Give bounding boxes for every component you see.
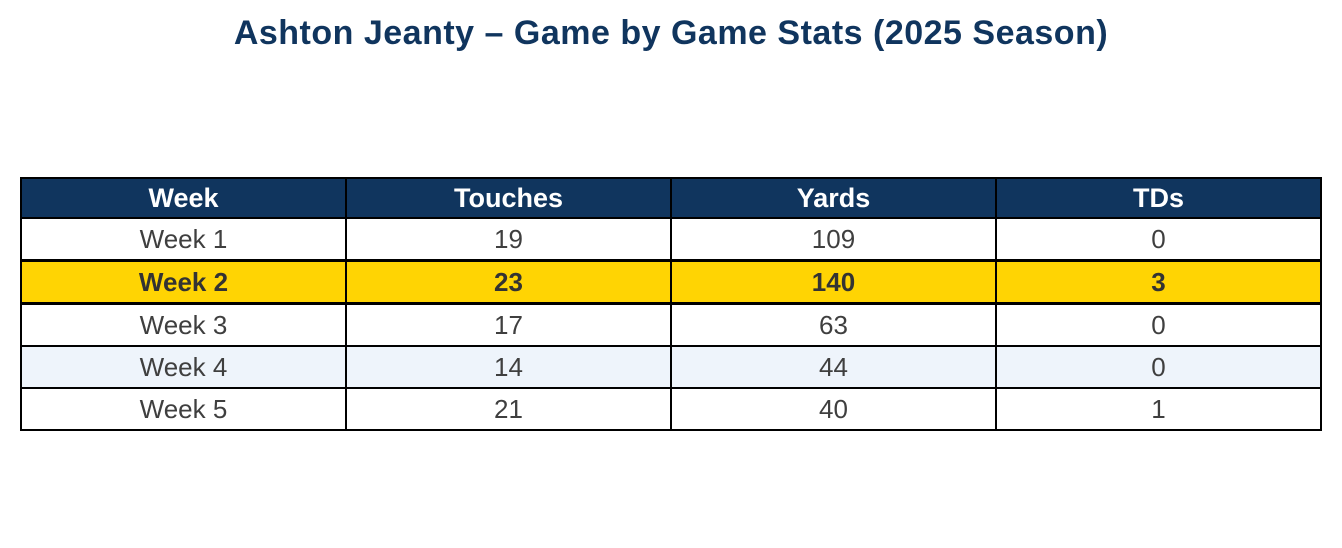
column-header-week: Week xyxy=(20,177,347,219)
cell-yards: 40 xyxy=(670,387,997,431)
table-row: Week 3 17 63 0 xyxy=(20,302,1322,347)
table-row-highlighted: Week 2 23 140 3 xyxy=(20,259,1322,305)
cell-touches: 21 xyxy=(345,387,672,431)
cell-tds: 0 xyxy=(995,345,1322,389)
cell-touches: 17 xyxy=(345,302,672,347)
column-header-touches: Touches xyxy=(345,177,672,219)
cell-week: Week 1 xyxy=(20,217,347,262)
cell-touches: 14 xyxy=(345,345,672,389)
cell-touches: 19 xyxy=(345,217,672,262)
cell-week: Week 2 xyxy=(20,259,347,305)
column-header-tds: TDs xyxy=(995,177,1322,219)
cell-tds: 3 xyxy=(995,259,1322,305)
cell-tds: 0 xyxy=(995,302,1322,347)
cell-yards: 109 xyxy=(670,217,997,262)
column-header-yards: Yards xyxy=(670,177,997,219)
cell-yards: 140 xyxy=(670,259,997,305)
table-row-alt: Week 4 14 44 0 xyxy=(20,345,1322,389)
page-title: Ashton Jeanty – Game by Game Stats (2025… xyxy=(233,14,1109,52)
table-row: Week 1 19 109 0 xyxy=(20,217,1322,262)
cell-touches: 23 xyxy=(345,259,672,305)
table-header-row: Week Touches Yards TDs xyxy=(20,177,1322,219)
table-row: Week 5 21 40 1 xyxy=(20,387,1322,431)
cell-week: Week 3 xyxy=(20,302,347,347)
stats-table: Week Touches Yards TDs Week 1 19 109 0 W… xyxy=(20,177,1322,431)
cell-week: Week 4 xyxy=(20,345,347,389)
cell-week: Week 5 xyxy=(20,387,347,431)
cell-yards: 63 xyxy=(670,302,997,347)
cell-tds: 0 xyxy=(995,217,1322,262)
cell-tds: 1 xyxy=(995,387,1322,431)
cell-yards: 44 xyxy=(670,345,997,389)
